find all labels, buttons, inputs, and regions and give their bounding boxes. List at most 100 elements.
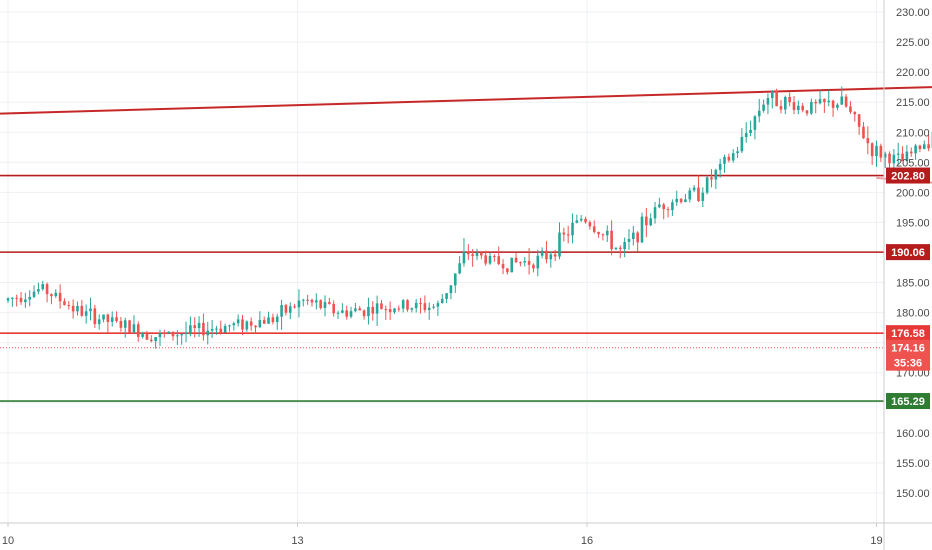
candle-body [818, 99, 822, 104]
candle-body [141, 333, 144, 337]
trendline [0, 86, 932, 115]
candle-body [632, 232, 635, 240]
candle-body [810, 101, 813, 114]
candle-body [232, 323, 236, 326]
candle-body [58, 292, 62, 302]
candle-body [50, 294, 53, 297]
candle-body [401, 300, 405, 309]
candle-body [784, 96, 787, 110]
candle-body [514, 257, 518, 263]
level-price-tag-bg [886, 167, 930, 184]
candle-body [909, 151, 913, 154]
candle-body [202, 322, 205, 336]
candle-body [753, 116, 757, 130]
candle-body [306, 299, 309, 301]
level-price-tag-bg [886, 325, 930, 342]
level-price-tag-bg [886, 244, 930, 261]
candle-body [315, 300, 318, 303]
candle-body [566, 234, 570, 236]
candle-body [614, 247, 618, 250]
x-tick-label: 13 [291, 535, 303, 547]
candle-body [718, 163, 722, 170]
candle-body [775, 90, 778, 107]
x-tick-label: 19 [870, 535, 882, 547]
candle-body [610, 230, 613, 250]
candle-body [853, 112, 857, 115]
candle-body [297, 300, 301, 308]
candle-body [393, 308, 396, 313]
candle-body [193, 325, 197, 329]
candle-body [862, 126, 865, 139]
candle-body [84, 311, 88, 316]
candle-body [406, 300, 409, 310]
candle-body [588, 222, 592, 227]
candle-body [332, 303, 335, 314]
candle-body [449, 285, 453, 294]
candle-body [749, 129, 752, 134]
level-price-tag: 165.29 [891, 396, 925, 408]
candle-body [679, 198, 683, 203]
candle-body [341, 310, 344, 313]
candle-body [475, 252, 479, 256]
candle-body [705, 177, 709, 193]
candle-body [571, 222, 574, 236]
candle-body [215, 328, 218, 330]
candle-body [540, 250, 544, 256]
candle-body [254, 325, 257, 328]
candle-body [384, 309, 388, 311]
candle-body [228, 325, 231, 327]
candle-body [102, 314, 105, 320]
candle-body [888, 153, 891, 164]
candle-body [462, 251, 466, 264]
candle-body [653, 207, 657, 219]
candle-body [697, 187, 700, 201]
candle-body [553, 254, 557, 257]
candle-body [797, 105, 800, 111]
candle-body [549, 254, 553, 260]
candle-body [154, 337, 157, 342]
candle-body [510, 257, 514, 273]
candle-body [419, 302, 422, 304]
candle-body [840, 96, 844, 105]
candle-body [701, 192, 705, 201]
y-tick-label: 185.00 [896, 278, 930, 290]
candle-body [801, 105, 804, 111]
countdown-tag-bg [886, 354, 930, 371]
candle-body [310, 299, 314, 303]
candle-body [870, 143, 874, 157]
candle-body [388, 309, 392, 313]
candle-body [128, 320, 131, 333]
candle-body [592, 226, 596, 233]
candle-body [158, 333, 162, 338]
candle-body [293, 306, 296, 308]
candle-body [688, 190, 692, 200]
candle-body [136, 324, 140, 337]
candle-body [649, 218, 652, 226]
candle-body [458, 263, 461, 274]
candle-body [901, 153, 904, 162]
candle-body [63, 301, 66, 305]
candle-body [345, 310, 349, 317]
candle-body [184, 332, 188, 335]
candle-body [80, 305, 84, 316]
horizontal-levels [0, 174, 884, 402]
y-tick-label: 230.00 [896, 7, 930, 19]
trendlines [0, 86, 932, 184]
candle-body [562, 232, 566, 235]
candle-body [32, 291, 36, 297]
candle-body [245, 321, 249, 330]
candle-body [106, 314, 110, 322]
candle-body [15, 297, 18, 299]
current-price-tag: 174.16 [891, 343, 925, 355]
candle-body [740, 137, 744, 152]
candle-body [823, 99, 826, 103]
candle-body [558, 232, 561, 257]
candle-body [110, 317, 114, 322]
candle-body [584, 218, 587, 223]
candle-body [723, 156, 726, 164]
candle-body [453, 273, 457, 286]
candle-body [167, 331, 170, 334]
y-tick-label: 200.00 [896, 187, 930, 199]
